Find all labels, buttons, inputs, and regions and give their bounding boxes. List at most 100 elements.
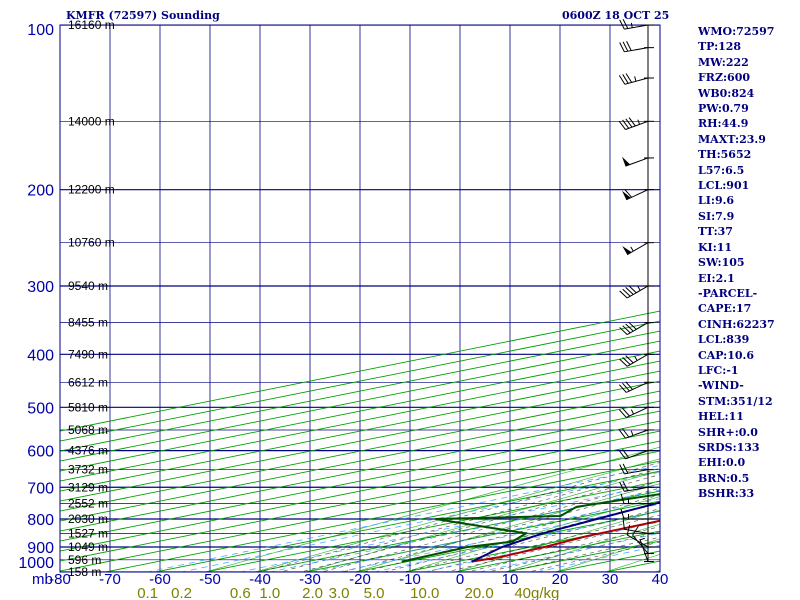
index-item: CAPE:17 (698, 302, 752, 316)
wind-barb (618, 428, 654, 439)
wind-barb-pennant (622, 156, 631, 167)
wind-barb-flag (622, 428, 630, 438)
wind-barb (619, 463, 654, 475)
isotherm (60, 330, 660, 452)
wind-barb-shaft (625, 429, 649, 439)
wind-barb-shaft (624, 24, 649, 30)
wind-barb-flag (622, 463, 629, 474)
sounding-datetime: 0600Z 18 OCT 25 (562, 9, 670, 22)
temp-tick-label: -80 (49, 571, 71, 588)
isotherm (60, 350, 660, 472)
wind-barb-flag (625, 73, 633, 83)
wind-barb (619, 19, 654, 30)
wind-barb-flag (622, 518, 625, 530)
pressure-label: 300 (27, 279, 54, 296)
wind-barb-flag (618, 409, 627, 418)
plot-border (59, 24, 661, 573)
height-label: 16160 m (68, 18, 115, 32)
wind-barb-flag (619, 327, 628, 335)
isotherm (60, 320, 660, 442)
mixing-ratio-label: 0.2 (171, 585, 192, 600)
mixing-ratio-label: 1.0 (259, 585, 280, 600)
index-item: TP:128 (698, 40, 742, 54)
index-item: LFC:-1 (698, 363, 739, 377)
wind-barb-flag (619, 42, 625, 53)
mixing-ratio-line (267, 489, 660, 572)
pressure-label: 500 (27, 400, 54, 417)
height-label: 14000 m (68, 114, 115, 128)
height-label: 3732 m (68, 463, 108, 477)
index-item: LCL:901 (698, 179, 750, 193)
isotherm (203, 480, 660, 572)
height-label: 3129 m (68, 480, 108, 494)
isotherm (60, 450, 660, 572)
index-item: TT:37 (698, 225, 733, 239)
wind-barb-flag (622, 407, 630, 417)
temp-tick-label: 20 (552, 571, 569, 588)
isotherm (60, 360, 660, 482)
mixing-ratio-label: 10.0 (410, 585, 439, 600)
wind-barb-halfflag (639, 537, 646, 541)
moist-adiabat (486, 531, 660, 572)
index-item: LI:9.6 (698, 194, 735, 208)
isotherm (60, 340, 660, 462)
index-item: PW:0.79 (698, 102, 749, 116)
dewpoint-profile (401, 493, 660, 563)
index-item: FRZ:600 (698, 71, 751, 85)
wind-barb-flag (622, 119, 630, 129)
moist-adiabat (341, 487, 660, 572)
isotherm (60, 430, 660, 552)
index-item: EHI:0.0 (698, 456, 746, 470)
wind-barb-shaft (625, 450, 649, 460)
wind-barb-flag (628, 117, 636, 127)
wind-barb-flag (619, 290, 628, 299)
temp-tick-label: -50 (199, 571, 221, 588)
mixing-ratio-label: 0.6 (230, 585, 251, 600)
wind-barb-flag (620, 493, 625, 504)
index-item: LCL:839 (698, 333, 750, 347)
wind-barb-halfflag (630, 22, 633, 28)
wind-barb (619, 481, 654, 492)
pressure-unit-label: mb (32, 571, 53, 588)
moist-adiabat (526, 541, 660, 572)
wind-barb-flag (618, 120, 626, 130)
index-item: MW:222 (698, 55, 749, 69)
height-label: 10760 m (68, 236, 115, 250)
height-label: 8455 m (68, 316, 108, 330)
wind-barb-flag (622, 357, 631, 365)
wind-barb (622, 518, 654, 534)
mixing-ratio-line (145, 464, 660, 572)
temp-tick-label: 30 (602, 571, 619, 588)
mixing-ratio-label: 0.1 (137, 585, 158, 600)
wind-barb-halfflag (637, 119, 641, 125)
temp-tick-label: -20 (349, 571, 371, 588)
pressure-label: 600 (27, 444, 54, 461)
wind-barb-halfflag (634, 355, 638, 361)
mixing-ratio-line (238, 483, 660, 572)
wind-barb-pennant (622, 246, 632, 255)
temp-tick-label: -10 (399, 571, 421, 588)
wind-barb-shaft (625, 120, 649, 131)
isotherm (60, 400, 660, 522)
pressure-label: 100 (27, 22, 54, 39)
temp-tick-label: -70 (99, 571, 121, 588)
index-item: WB0:824 (698, 86, 755, 100)
wind-barb-shaft (626, 534, 649, 548)
moist-adiabat (258, 462, 660, 572)
wind-barb-flag (625, 286, 634, 295)
wind-barb-halfflag (634, 76, 637, 82)
height-label: 158 m (68, 565, 101, 579)
wind-barb-flag (625, 118, 633, 128)
index-item: SHR+:0.0 (698, 425, 758, 439)
index-item: MAXT:23.9 (698, 132, 766, 146)
dry-adiabat (454, 509, 660, 572)
index-item: SI:7.9 (698, 209, 735, 223)
wind-barb (620, 493, 654, 505)
dry-adiabat (204, 446, 660, 572)
wind-barb-flag (619, 464, 625, 475)
index-item: TH:5652 (698, 148, 752, 162)
wind-barb-flag (620, 508, 625, 520)
plot-area (60, 25, 660, 572)
wind-barb-flag (622, 288, 631, 297)
